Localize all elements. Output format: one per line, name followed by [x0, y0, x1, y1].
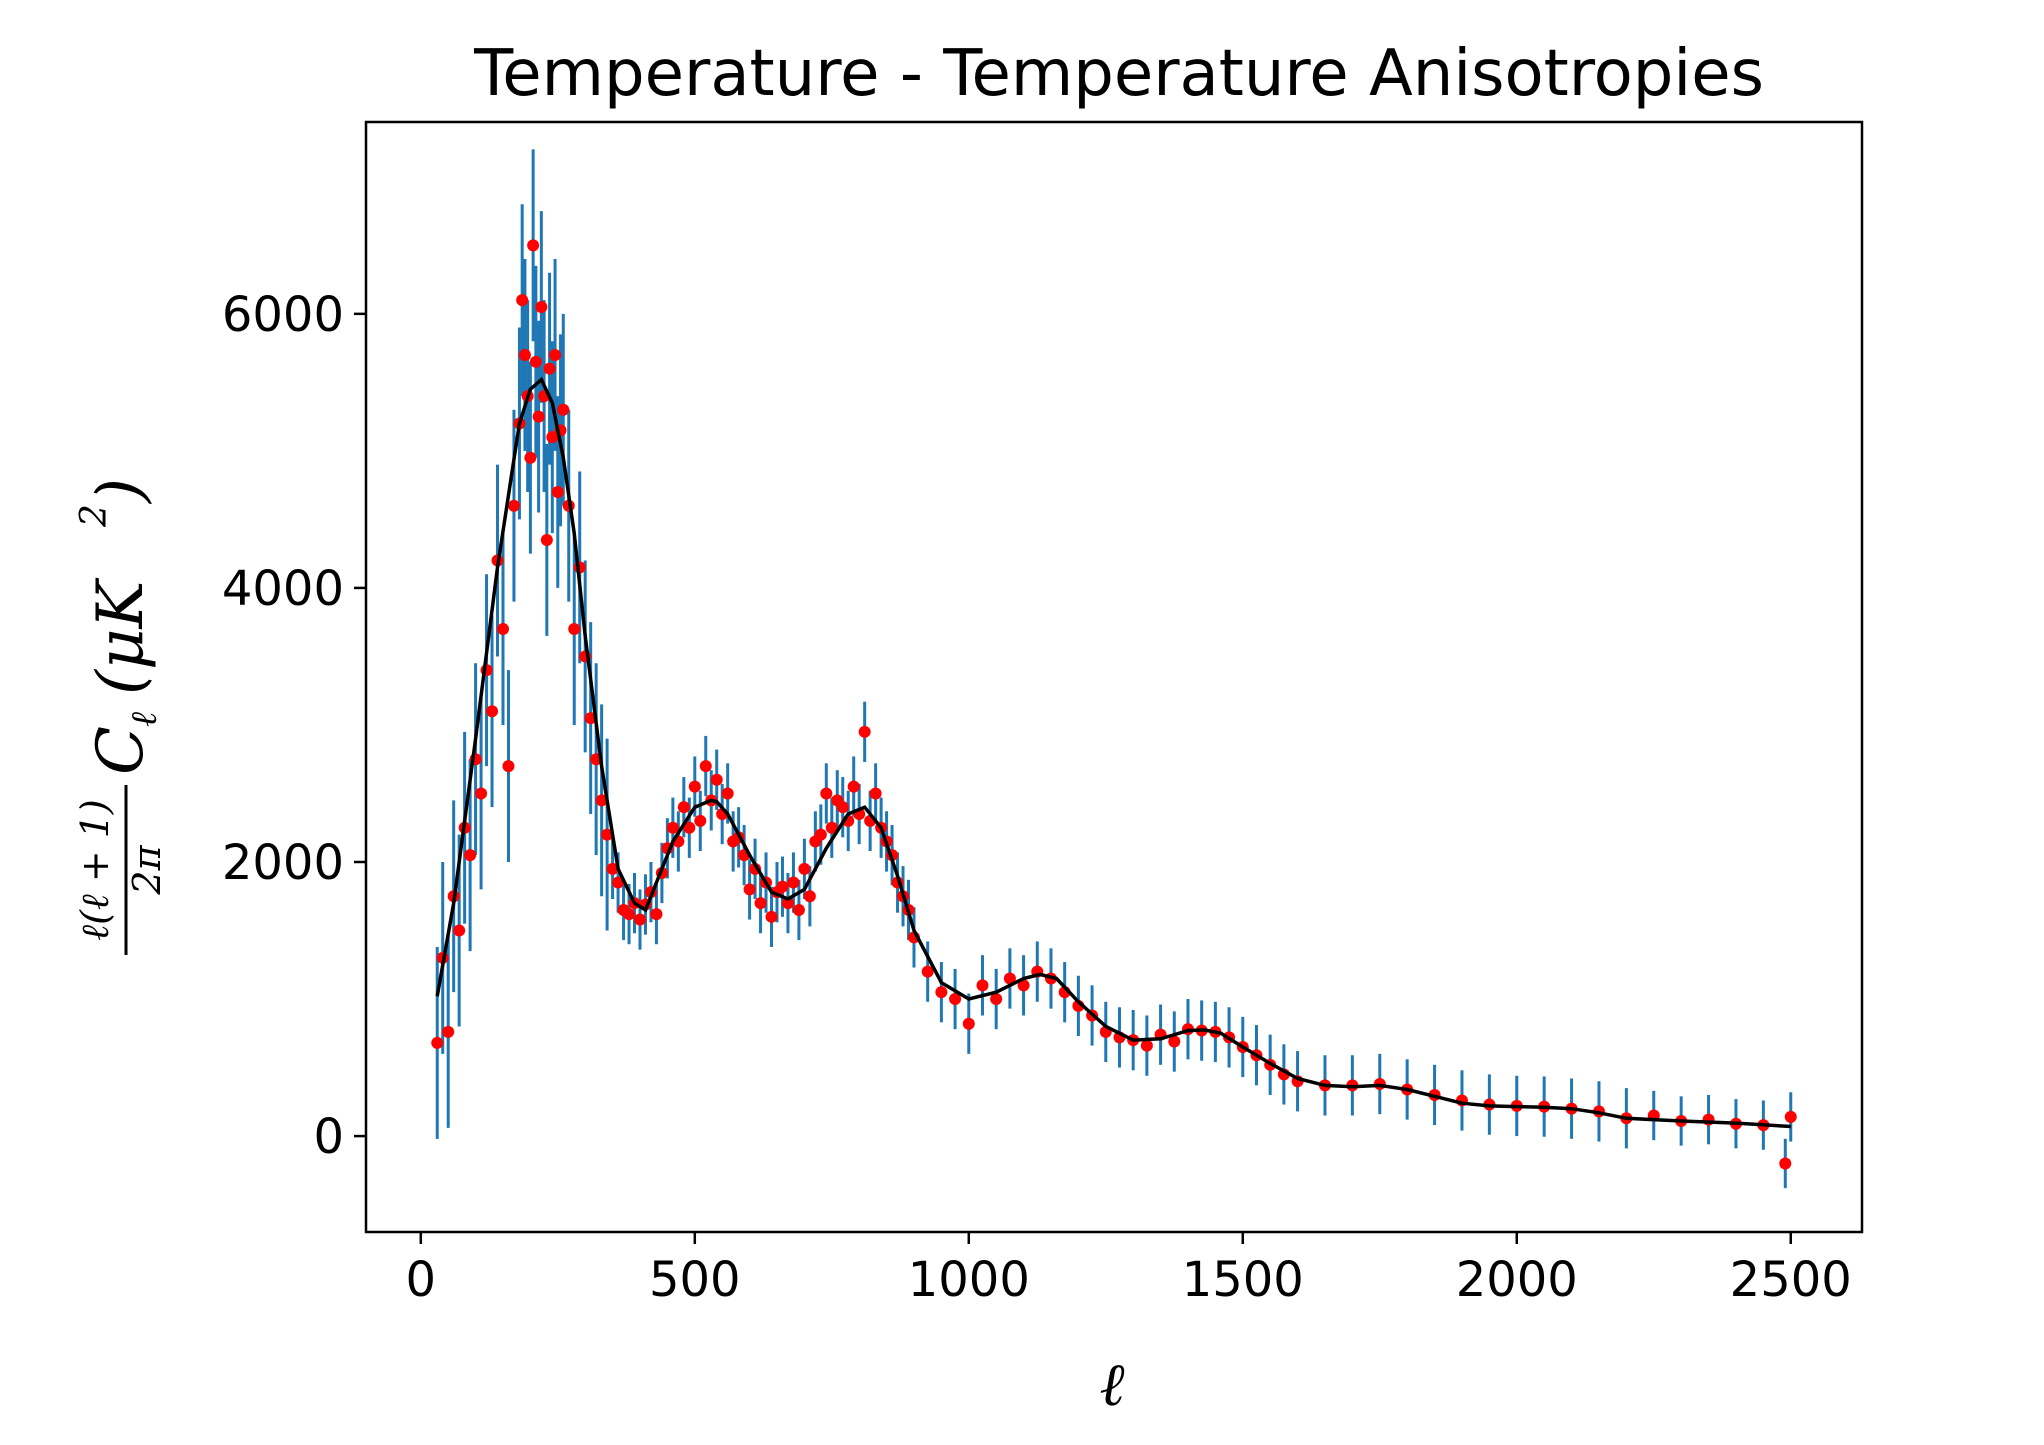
data-point [532, 410, 545, 423]
data-point [677, 801, 690, 814]
x-tick-label: 1000 [908, 1252, 1030, 1308]
y-tick-label: 0 [313, 1109, 344, 1165]
data-point [792, 903, 805, 916]
data-point [962, 1017, 975, 1030]
data-point [516, 294, 529, 307]
data-point [798, 862, 811, 875]
data-point [683, 821, 696, 834]
data-point [721, 787, 734, 800]
x-tick-label: 0 [406, 1252, 437, 1308]
model-curve [435, 376, 1791, 1129]
data-point [453, 924, 466, 937]
data-point [847, 780, 860, 793]
data-point [935, 986, 948, 999]
data-point [475, 787, 488, 800]
data-point [551, 486, 564, 498]
data-point [606, 862, 619, 875]
data-point [1017, 979, 1030, 992]
data-point [754, 897, 767, 910]
data-point [836, 801, 849, 814]
x-tick-label: 1500 [1182, 1252, 1304, 1308]
y-axis-label: ℓ(ℓ + 1) 2π C ℓ (μK 2 ) [73, 478, 169, 955]
data-point [1003, 972, 1016, 985]
data-point [595, 794, 608, 807]
data-point [781, 897, 794, 910]
data-point [496, 623, 509, 636]
data-point [1784, 1110, 1797, 1123]
data-point [529, 355, 542, 368]
data-point [464, 849, 477, 862]
data-point [431, 1036, 444, 1049]
data-point [507, 499, 520, 512]
data-point [765, 910, 778, 923]
y-label-unit-close: ) [84, 478, 158, 505]
data-point [921, 965, 934, 978]
plot-area [431, 149, 1797, 1189]
data-point [546, 431, 559, 444]
data-point [949, 993, 962, 1006]
y-tick-label: 6000 [222, 287, 344, 343]
data-point [858, 725, 871, 738]
data-point [694, 814, 707, 827]
y-label-symbol-subscript: ℓ [124, 712, 165, 727]
data-point [699, 760, 712, 773]
data-point [540, 533, 553, 546]
data-point [803, 890, 816, 903]
x-tick-label: 2000 [1456, 1252, 1578, 1308]
data-point [442, 1025, 455, 1038]
data-point [820, 787, 833, 800]
y-label-numerator: ℓ(ℓ + 1) [73, 799, 117, 940]
y-axis-ticks: 0 2000 4000 6000 [222, 287, 366, 1165]
data-point [568, 623, 581, 636]
data-point [869, 787, 882, 800]
x-axis-label: ℓ [1100, 1350, 1125, 1420]
data-point [535, 301, 548, 313]
data-point [743, 883, 756, 896]
data-point [1168, 1035, 1181, 1048]
x-tick-label: 500 [649, 1252, 741, 1308]
data-point [543, 362, 556, 375]
y-tick-label: 2000 [222, 835, 344, 891]
y-label-unit: (μK [84, 577, 158, 695]
data-point [976, 979, 989, 992]
data-point [787, 876, 800, 889]
data-point [633, 913, 646, 926]
data-point [518, 348, 531, 361]
data-point [650, 908, 663, 921]
data-point [623, 908, 636, 921]
y-label-denominator: 2π [125, 844, 169, 895]
data-point [825, 821, 838, 834]
data-point [524, 451, 537, 464]
data-point [688, 780, 701, 793]
data-point [601, 828, 614, 841]
data-point [990, 993, 1003, 1006]
data-point [776, 880, 789, 893]
data-point [666, 821, 679, 834]
axes-frame [364, 120, 1864, 1234]
data-point [557, 403, 570, 416]
x-tick-label: 2500 [1730, 1252, 1852, 1308]
y-label-symbol: C [84, 726, 158, 775]
data-point [814, 828, 827, 841]
y-tick-label: 4000 [222, 561, 344, 617]
data-point [527, 239, 540, 252]
data-point [549, 348, 562, 361]
chart-title: Temperature - Temperature Anisotropies [473, 37, 1764, 111]
data-point [486, 705, 499, 718]
y-label-unit-superscript: 2 [74, 504, 115, 528]
x-axis-ticks: 0 500 1000 1500 2000 2500 [406, 1232, 1852, 1308]
data-point [710, 773, 723, 786]
data-point [1779, 1157, 1792, 1170]
data-point [612, 876, 625, 889]
data-point [1140, 1039, 1153, 1052]
data-point [502, 760, 515, 773]
